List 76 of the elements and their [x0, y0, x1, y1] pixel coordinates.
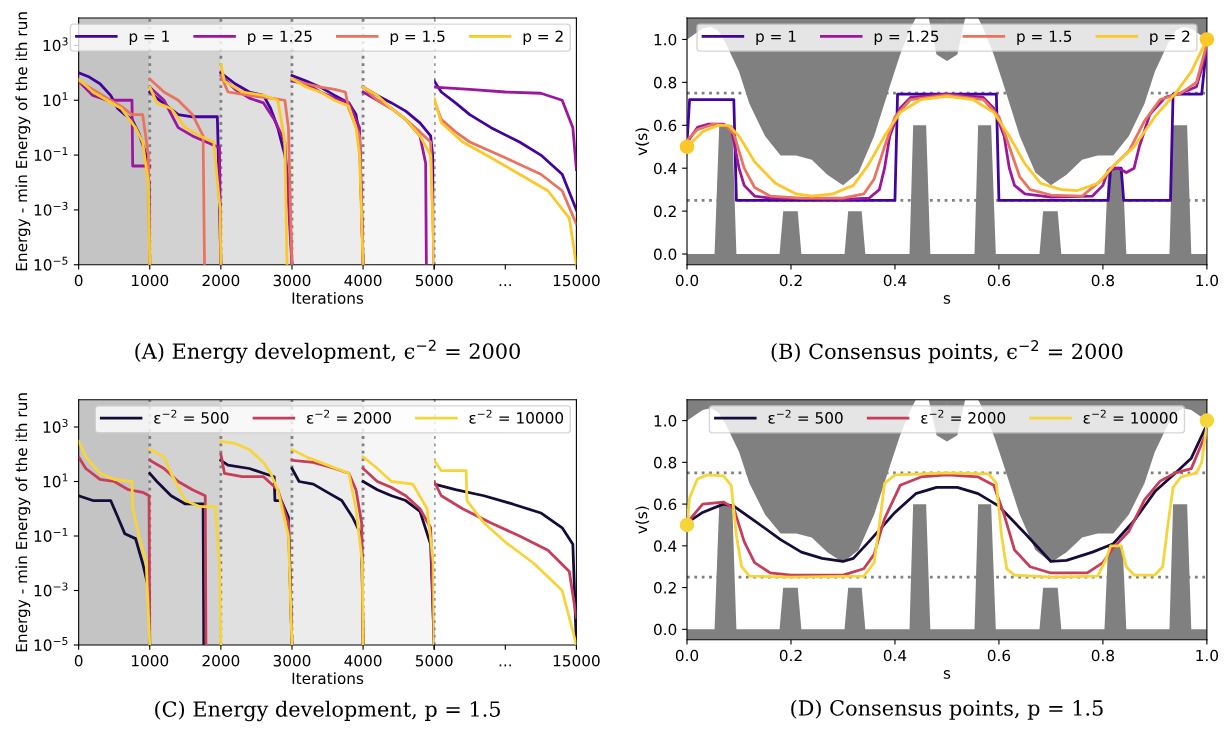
x-tick-label: 1000 — [132, 654, 169, 667]
y-tick-label: 10$^{1}$ — [43, 473, 68, 488]
x-tick-label: 0.2 — [779, 274, 802, 287]
x-tick-label: ... — [499, 284, 511, 287]
legend-label: ε$^{−2}$ = 2000 — [306, 409, 391, 424]
legend-label: p = 1 — [756, 30, 796, 46]
y-tick-label: 0.8 — [654, 76, 677, 89]
legend-label: p = 2 — [1150, 30, 1190, 46]
y-tick-label: 1.0 — [654, 33, 677, 46]
x-tick-label: 3000 — [273, 274, 311, 287]
x-tick-label: ... — [499, 664, 511, 667]
y-tick-label: 0.2 — [654, 582, 676, 594]
y-tick-label: 0.6 — [654, 119, 677, 132]
y-tick-label: 10$^{1}$ — [43, 92, 68, 107]
x-tick-label: 0 — [74, 274, 83, 287]
x-tick-label: 0.8 — [1091, 274, 1115, 287]
legend-label: ε$^{−2}$ = 500 — [768, 409, 843, 424]
y-tick-label: 10$^{−5}$ — [34, 637, 68, 651]
y-axis-title: Energy - min Energy of the ith run — [15, 12, 31, 271]
y-tick-label: 10$^{−5}$ — [34, 256, 68, 271]
x-axis-title: Iterations — [292, 292, 364, 304]
x-tick-label: 1.0 — [1196, 649, 1219, 662]
y-tick-label: 10$^{3}$ — [43, 418, 68, 433]
y-tick-label: 0.8 — [654, 456, 677, 469]
y-tick-label: 0.6 — [654, 498, 677, 511]
x-tick-label: 1000 — [132, 274, 169, 287]
x-tick-label: 2000 — [202, 274, 240, 287]
y-tick-label: 10$^{−3}$ — [34, 201, 68, 216]
x-axis-title: s — [943, 670, 951, 679]
x-axis-title: s — [943, 295, 951, 304]
text: (B) Consensus points, ϵ$^{−2}$ = 2000 — [771, 340, 1123, 364]
legend-label: ε$^{−2}$ = 2000 — [921, 409, 1006, 424]
x-tick-label: 15000 — [553, 654, 600, 667]
legend-label: p = 1.5 — [390, 30, 445, 46]
legend-label: p = 2 — [523, 30, 563, 46]
x-tick-label: 5000 — [415, 274, 453, 287]
legend-label: ε$^{−2}$ = 500 — [154, 409, 229, 424]
legend-label: ε$^{−2}$ = 10000 — [469, 409, 564, 424]
y-tick-label: 0.4 — [654, 540, 677, 552]
y-tick-label: 1.0 — [654, 415, 677, 427]
y-tick-label: 10$^{3}$ — [43, 37, 68, 52]
y-axis-title: v(s) — [635, 128, 650, 156]
x-tick-label: 15000 — [553, 274, 600, 287]
y-tick-label: 0.2 — [654, 205, 676, 218]
text: (D) Consensus points, p = 1.5 — [791, 699, 1103, 720]
x-tick-label: 4000 — [344, 654, 382, 667]
legend-label: p = 1.5 — [1017, 30, 1072, 46]
y-axis-title: v(s) — [635, 506, 650, 534]
y-tick-label: 0.4 — [654, 162, 677, 175]
x-tick-label: 2000 — [202, 654, 240, 667]
x-tick-label: 3000 — [273, 654, 311, 667]
y-tick-label: 10$^{−1}$ — [34, 528, 68, 542]
x-tick-label: 4000 — [344, 274, 382, 287]
x-tick-label: 1.0 — [1196, 274, 1219, 287]
legend-label: p = 1 — [129, 30, 169, 46]
y-tick-label: 10$^{−1}$ — [34, 147, 68, 161]
x-tick-label: 0.0 — [675, 649, 699, 662]
x-tick-label: 5000 — [415, 654, 453, 667]
x-tick-label: 0.8 — [1091, 649, 1115, 662]
x-tick-label: 0.2 — [779, 649, 802, 662]
legend-label: p = 1.25 — [248, 30, 312, 46]
x-tick-label: 0.6 — [987, 274, 1011, 287]
y-tick-label: 0.0 — [654, 248, 677, 261]
x-tick-label: 0.0 — [675, 274, 699, 287]
y-tick-label: 10$^{−3}$ — [34, 582, 68, 597]
x-axis-title: Iterations — [292, 672, 364, 685]
x-tick-label: 0.6 — [987, 649, 1011, 662]
legend-label: ε$^{−2}$ = 10000 — [1083, 409, 1178, 424]
x-tick-label: 0 — [74, 654, 83, 667]
y-tick-label: 0.0 — [654, 623, 677, 636]
x-tick-label: 0.4 — [883, 649, 907, 662]
text: (C) Energy development, p = 1.5 — [155, 700, 500, 722]
text: (A) Energy development, ϵ$^{−2}$ = 2000 — [135, 339, 520, 364]
y-axis-title: Energy - min Energy of the ith run — [15, 393, 31, 652]
x-tick-label: 0.4 — [883, 274, 907, 287]
legend-label: p = 1.25 — [874, 30, 939, 46]
